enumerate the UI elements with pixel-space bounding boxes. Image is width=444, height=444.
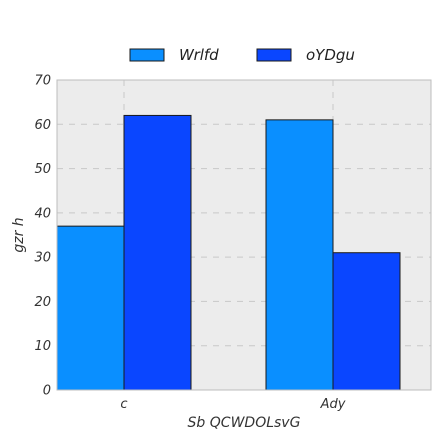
y-tick-label: 20 — [34, 295, 51, 310]
y-tick-label: 70 — [34, 74, 51, 89]
bar-oYDgu-c — [123, 114, 192, 391]
legend-label: Wrlfd — [179, 46, 219, 64]
legend-label: oYDgu — [306, 46, 355, 64]
legend-swatch — [256, 48, 292, 62]
legend: Wrlfd oYDgu — [129, 46, 355, 64]
bar-Wrlfd-c — [56, 225, 125, 391]
x-tick-label: Ady — [320, 397, 346, 412]
y-tick-label: 60 — [34, 118, 51, 133]
plot-frame — [56, 79, 432, 391]
x-axis-label: Sb QCWDOLsvG — [188, 415, 301, 431]
y-axis-label: gzr h — [11, 217, 27, 252]
bar-oYDgu-Ady — [332, 252, 401, 391]
x-axis-ticks: c Ady — [120, 397, 345, 412]
y-tick-label: 40 — [34, 206, 51, 221]
legend-swatch — [129, 48, 165, 62]
y-tick-label: 10 — [34, 339, 51, 354]
x-tick-label: c — [120, 397, 127, 412]
bar-Wrlfd-Ady — [265, 119, 334, 391]
y-tick-label: 0 — [43, 384, 51, 399]
y-axis-ticks: 0 10 20 30 40 50 60 70 — [34, 74, 51, 399]
y-tick-label: 50 — [34, 162, 51, 177]
y-tick-label: 30 — [34, 251, 51, 266]
